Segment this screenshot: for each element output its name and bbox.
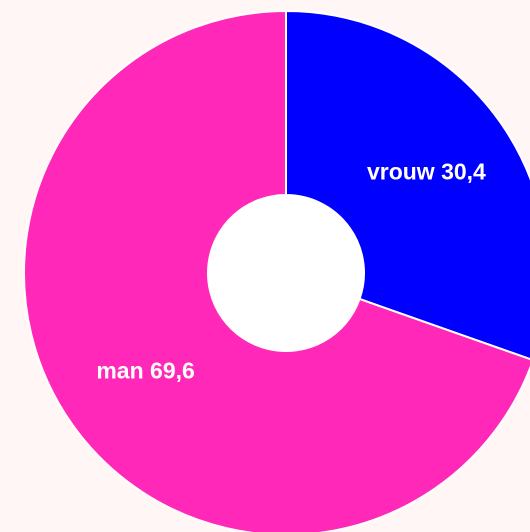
slice-category: man [96,357,143,383]
slice-value: 69,6 [150,357,195,383]
slice-value: 30,4 [441,159,486,185]
slice-label: vrouw 30,4 [367,159,486,185]
slice-label: man 69,6 [96,357,194,383]
donut-slice [23,9,530,532]
donut-hole [208,195,364,351]
slice-category: vrouw [367,159,435,185]
